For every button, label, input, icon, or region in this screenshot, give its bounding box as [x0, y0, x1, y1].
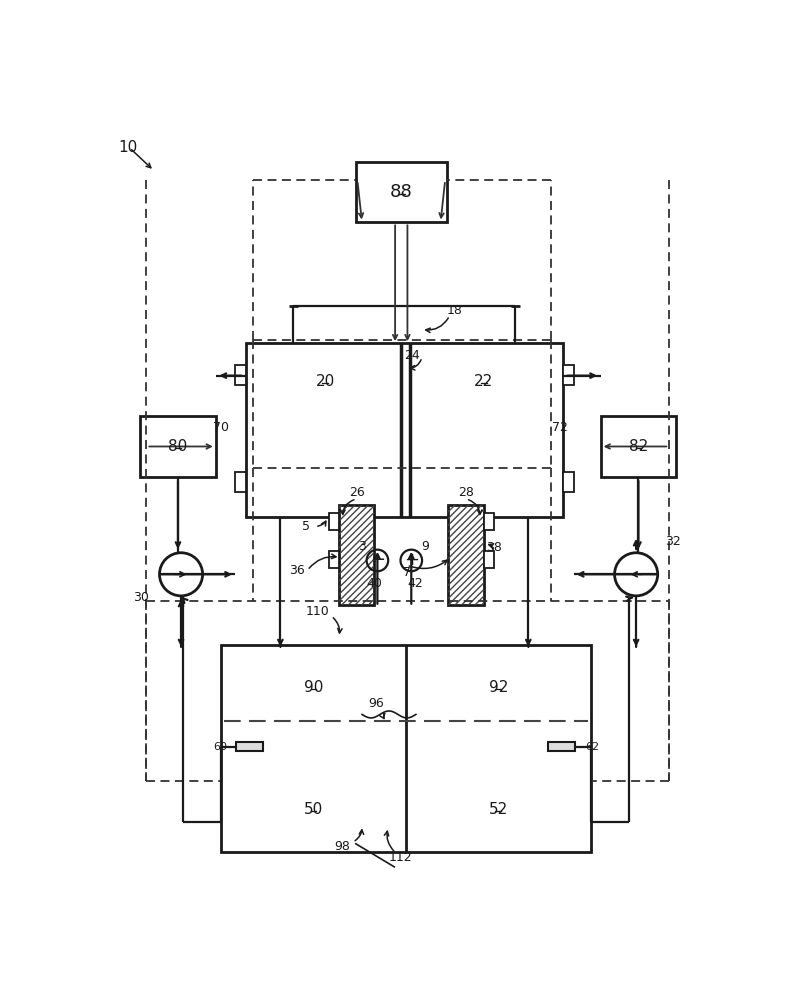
Bar: [236, 742, 263, 751]
Text: 112: 112: [389, 851, 413, 864]
Text: 36: 36: [290, 564, 305, 577]
Bar: [484, 551, 494, 568]
Text: +: +: [404, 551, 419, 569]
Text: 110: 110: [306, 605, 330, 618]
Text: 90: 90: [304, 680, 323, 695]
Text: 10: 10: [119, 140, 138, 155]
Bar: [246, 343, 563, 517]
Bar: [235, 365, 246, 385]
Text: 40: 40: [366, 577, 382, 590]
Text: 82: 82: [629, 439, 648, 454]
Bar: [448, 505, 484, 605]
Text: 38: 38: [487, 541, 503, 554]
Text: 70: 70: [213, 421, 229, 434]
Bar: [221, 645, 591, 852]
Text: 42: 42: [407, 577, 423, 590]
Text: −: −: [369, 551, 385, 569]
Text: 92: 92: [488, 680, 508, 695]
Bar: [448, 505, 484, 605]
Text: 3: 3: [358, 540, 366, 553]
Bar: [140, 416, 215, 477]
Bar: [356, 162, 447, 222]
Text: 24: 24: [405, 349, 420, 362]
Text: 72: 72: [551, 421, 567, 434]
Text: 26: 26: [349, 486, 365, 499]
Text: 88: 88: [390, 183, 413, 201]
Text: 52: 52: [488, 802, 508, 817]
Text: 22: 22: [474, 374, 493, 389]
Bar: [601, 416, 676, 477]
Bar: [484, 513, 494, 530]
Text: 5: 5: [302, 520, 310, 533]
Text: 7: 7: [403, 566, 411, 579]
Text: 62: 62: [585, 742, 599, 752]
Bar: [563, 365, 574, 385]
Text: 96: 96: [368, 697, 384, 710]
Bar: [329, 513, 339, 530]
Text: 20: 20: [315, 374, 334, 389]
Text: 80: 80: [168, 439, 188, 454]
Text: 30: 30: [133, 591, 149, 604]
Bar: [563, 472, 574, 492]
Bar: [339, 505, 374, 605]
Text: 9: 9: [421, 540, 429, 553]
Text: 60: 60: [213, 742, 227, 752]
Bar: [329, 551, 339, 568]
Bar: [235, 472, 246, 492]
Text: 50: 50: [304, 802, 323, 817]
Text: 28: 28: [458, 486, 474, 499]
Text: 32: 32: [666, 535, 681, 548]
Bar: [339, 505, 374, 605]
Text: 98: 98: [334, 840, 350, 853]
Text: 18: 18: [446, 304, 462, 317]
Bar: [548, 742, 575, 751]
